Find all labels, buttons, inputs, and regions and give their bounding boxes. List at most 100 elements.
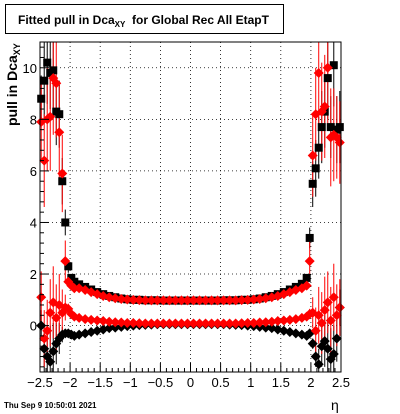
- data-point-diamond: [325, 315, 336, 326]
- data-point-diamond: [176, 318, 187, 329]
- data-point-diamond: [278, 315, 289, 326]
- data-point-diamond: [134, 295, 145, 306]
- data-point-diamond: [110, 317, 121, 328]
- data-point-square: [58, 177, 67, 186]
- x-tick-label: −0.5: [148, 375, 174, 390]
- y-tick-label: 2: [30, 267, 37, 282]
- data-point-diamond: [134, 318, 145, 329]
- data-point-square: [329, 61, 338, 70]
- data-point-diamond: [86, 314, 97, 325]
- data-point-diamond: [254, 294, 265, 305]
- data-point-diamond: [116, 294, 127, 305]
- data-point-diamond: [236, 318, 247, 329]
- data-point-diamond: [110, 293, 121, 304]
- data-point-square: [311, 164, 320, 173]
- data-point-diamond: [260, 322, 271, 333]
- data-point-diamond: [51, 78, 62, 89]
- data-point-diamond: [248, 294, 259, 305]
- data-point-diamond: [236, 295, 247, 306]
- data-point-diamond: [304, 256, 315, 267]
- data-point-diamond: [301, 280, 312, 291]
- x-tick-label: −2: [63, 375, 78, 390]
- data-point-square: [335, 123, 344, 132]
- data-point-diamond: [110, 322, 121, 333]
- data-point-diamond: [36, 292, 47, 303]
- data-point-diamond: [319, 336, 330, 347]
- x-axis-label: η: [331, 397, 339, 413]
- data-point-diamond: [224, 295, 235, 306]
- data-point-diamond: [182, 318, 193, 329]
- data-point-diamond: [200, 295, 211, 306]
- data-point-diamond: [331, 310, 342, 321]
- x-tick-label: 1: [247, 375, 254, 390]
- data-point-diamond: [313, 359, 324, 370]
- data-point-diamond: [158, 318, 169, 329]
- data-point-diamond: [194, 295, 205, 306]
- data-point-square: [314, 143, 323, 152]
- data-point-diamond: [334, 137, 345, 148]
- data-point-diamond: [42, 325, 53, 336]
- data-point-diamond: [152, 295, 163, 306]
- data-point-diamond: [242, 294, 253, 305]
- data-point-diamond: [80, 314, 91, 325]
- data-point-diamond: [194, 318, 205, 329]
- data-point-diamond: [310, 351, 321, 362]
- data-point-diamond: [164, 295, 175, 306]
- data-point-diamond: [319, 305, 330, 316]
- y-tick-label: 4: [30, 215, 37, 230]
- data-point-square: [323, 74, 332, 83]
- axis-layer: −2.5 −2 −1.5 −1 −0.5 0 0.5 1 1.5 2 2.5 0 2 4 6 8 10: [23, 46, 350, 390]
- data-point-diamond: [322, 62, 333, 73]
- y-tick-label: 6: [30, 164, 37, 179]
- data-point-diamond: [206, 318, 217, 329]
- data-point-diamond: [98, 315, 109, 326]
- data-point-diamond: [230, 295, 241, 306]
- data-point-diamond: [272, 315, 283, 326]
- data-point-square: [70, 277, 79, 286]
- data-point-diamond: [170, 318, 181, 329]
- data-point-square: [40, 76, 49, 85]
- data-point-diamond: [284, 314, 295, 325]
- data-point-diamond: [188, 318, 199, 329]
- data-point-diamond: [182, 295, 193, 306]
- data-point-diamond: [158, 295, 169, 306]
- data-point-diamond: [331, 333, 342, 344]
- data-point-diamond: [45, 356, 56, 367]
- y-axis-label-main: pull in Dca: [4, 55, 20, 126]
- data-point-diamond: [92, 315, 103, 326]
- data-point-diamond: [48, 346, 59, 357]
- data-point-diamond: [104, 323, 115, 334]
- data-point-diamond: [140, 295, 151, 306]
- data-point-diamond: [266, 316, 277, 327]
- data-point-diamond: [170, 295, 181, 306]
- data-point-square: [64, 262, 73, 271]
- data-point-diamond: [57, 168, 68, 179]
- chart-title: Fitted pull in DcaXY for Global Rec All …: [18, 13, 269, 29]
- data-point-diamond: [218, 295, 229, 306]
- data-point-diamond: [146, 318, 157, 329]
- data-point-diamond: [322, 297, 333, 308]
- data-point-diamond: [322, 343, 333, 354]
- data-point-diamond: [319, 101, 330, 112]
- data-point-square: [49, 66, 58, 75]
- data-point-diamond: [260, 317, 271, 328]
- data-point-diamond: [152, 318, 163, 329]
- data-point-diamond: [188, 295, 199, 306]
- data-point-square: [43, 58, 52, 67]
- x-tick-label: 2: [307, 375, 314, 390]
- data-point-diamond: [206, 295, 217, 306]
- timestamp-footer: Thu Sep 9 10:50:01 2021: [4, 401, 97, 410]
- y-tick-label: 8: [30, 112, 37, 127]
- x-tick-label: −1.5: [87, 375, 113, 390]
- title-box: Fitted pull in DcaXY for Global Rec All …: [5, 4, 284, 34]
- data-point-diamond: [54, 127, 65, 138]
- data-point-square: [317, 123, 326, 132]
- data-point-diamond: [164, 318, 175, 329]
- data-point-diamond: [307, 338, 318, 349]
- data-point-diamond: [51, 312, 62, 323]
- data-point-diamond: [328, 292, 339, 303]
- y-tick-label: 0: [30, 319, 37, 334]
- y-axis-label: pull in DcaXY: [4, 43, 22, 126]
- data-layer: [36, 42, 345, 372]
- data-point-diamond: [146, 295, 157, 306]
